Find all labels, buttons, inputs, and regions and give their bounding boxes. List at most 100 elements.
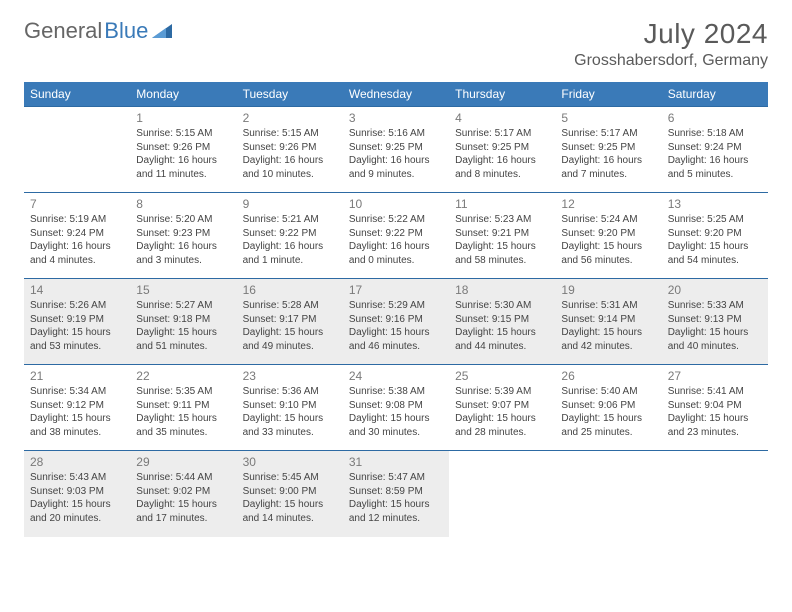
day-header: Friday [555, 82, 661, 107]
sunset-line: Sunset: 9:00 PM [243, 485, 337, 499]
day-cell: 4Sunrise: 5:17 AMSunset: 9:25 PMDaylight… [449, 107, 555, 193]
sunrise-line: Sunrise: 5:26 AM [30, 299, 124, 313]
sunrise-line: Sunrise: 5:25 AM [668, 213, 762, 227]
sunset-line: Sunset: 9:10 PM [243, 399, 337, 413]
sunset-line: Sunset: 9:26 PM [136, 141, 230, 155]
day-header: Saturday [662, 82, 768, 107]
daylight-line: Daylight: 15 hours and 42 minutes. [561, 326, 655, 353]
day-cell: 16Sunrise: 5:28 AMSunset: 9:17 PMDayligh… [237, 279, 343, 365]
day-cell: 19Sunrise: 5:31 AMSunset: 9:14 PMDayligh… [555, 279, 661, 365]
sunset-line: Sunset: 9:18 PM [136, 313, 230, 327]
sunset-line: Sunset: 9:16 PM [349, 313, 443, 327]
day-cell: 27Sunrise: 5:41 AMSunset: 9:04 PMDayligh… [662, 365, 768, 451]
day-cell: 11Sunrise: 5:23 AMSunset: 9:21 PMDayligh… [449, 193, 555, 279]
month-title: July 2024 [574, 18, 768, 50]
sunrise-line: Sunrise: 5:39 AM [455, 385, 549, 399]
daylight-line: Daylight: 15 hours and 28 minutes. [455, 412, 549, 439]
logo-triangle-icon [152, 18, 172, 44]
sunset-line: Sunset: 9:03 PM [30, 485, 124, 499]
day-number: 18 [455, 282, 549, 298]
day-header: Thursday [449, 82, 555, 107]
day-cell: 13Sunrise: 5:25 AMSunset: 9:20 PMDayligh… [662, 193, 768, 279]
sunrise-line: Sunrise: 5:21 AM [243, 213, 337, 227]
day-cell: 26Sunrise: 5:40 AMSunset: 9:06 PMDayligh… [555, 365, 661, 451]
day-number: 19 [561, 282, 655, 298]
sunset-line: Sunset: 9:02 PM [136, 485, 230, 499]
daylight-line: Daylight: 16 hours and 4 minutes. [30, 240, 124, 267]
week-row: 21Sunrise: 5:34 AMSunset: 9:12 PMDayligh… [24, 365, 768, 451]
sunrise-line: Sunrise: 5:41 AM [668, 385, 762, 399]
day-cell: 5Sunrise: 5:17 AMSunset: 9:25 PMDaylight… [555, 107, 661, 193]
sunset-line: Sunset: 9:07 PM [455, 399, 549, 413]
day-cell [662, 451, 768, 537]
day-number: 15 [136, 282, 230, 298]
sunrise-line: Sunrise: 5:18 AM [668, 127, 762, 141]
day-cell: 31Sunrise: 5:47 AMSunset: 8:59 PMDayligh… [343, 451, 449, 537]
daylight-line: Daylight: 15 hours and 51 minutes. [136, 326, 230, 353]
daylight-line: Daylight: 15 hours and 54 minutes. [668, 240, 762, 267]
sunrise-line: Sunrise: 5:45 AM [243, 471, 337, 485]
day-cell: 28Sunrise: 5:43 AMSunset: 9:03 PMDayligh… [24, 451, 130, 537]
day-cell [555, 451, 661, 537]
daylight-line: Daylight: 15 hours and 23 minutes. [668, 412, 762, 439]
sunrise-line: Sunrise: 5:36 AM [243, 385, 337, 399]
day-number: 31 [349, 454, 443, 470]
day-number: 5 [561, 110, 655, 126]
sunset-line: Sunset: 9:19 PM [30, 313, 124, 327]
sunrise-line: Sunrise: 5:40 AM [561, 385, 655, 399]
day-number: 17 [349, 282, 443, 298]
sunrise-line: Sunrise: 5:16 AM [349, 127, 443, 141]
day-cell [24, 107, 130, 193]
daylight-line: Daylight: 16 hours and 3 minutes. [136, 240, 230, 267]
sunrise-line: Sunrise: 5:24 AM [561, 213, 655, 227]
daylight-line: Daylight: 16 hours and 0 minutes. [349, 240, 443, 267]
sunset-line: Sunset: 9:04 PM [668, 399, 762, 413]
daylight-line: Daylight: 16 hours and 8 minutes. [455, 154, 549, 181]
daylight-line: Daylight: 15 hours and 53 minutes. [30, 326, 124, 353]
day-number: 6 [668, 110, 762, 126]
daylight-line: Daylight: 15 hours and 40 minutes. [668, 326, 762, 353]
day-cell: 10Sunrise: 5:22 AMSunset: 9:22 PMDayligh… [343, 193, 449, 279]
week-row: 7Sunrise: 5:19 AMSunset: 9:24 PMDaylight… [24, 193, 768, 279]
day-number: 10 [349, 196, 443, 212]
day-number: 23 [243, 368, 337, 384]
sunrise-line: Sunrise: 5:15 AM [136, 127, 230, 141]
sunrise-line: Sunrise: 5:17 AM [455, 127, 549, 141]
sunset-line: Sunset: 9:23 PM [136, 227, 230, 241]
daylight-line: Daylight: 15 hours and 20 minutes. [30, 498, 124, 525]
day-number: 14 [30, 282, 124, 298]
day-cell: 21Sunrise: 5:34 AMSunset: 9:12 PMDayligh… [24, 365, 130, 451]
sunrise-line: Sunrise: 5:30 AM [455, 299, 549, 313]
sunset-line: Sunset: 9:25 PM [561, 141, 655, 155]
sunset-line: Sunset: 9:21 PM [455, 227, 549, 241]
daylight-line: Daylight: 16 hours and 7 minutes. [561, 154, 655, 181]
daylight-line: Daylight: 15 hours and 17 minutes. [136, 498, 230, 525]
sunset-line: Sunset: 9:08 PM [349, 399, 443, 413]
day-header: Sunday [24, 82, 130, 107]
sunset-line: Sunset: 9:15 PM [455, 313, 549, 327]
day-cell: 7Sunrise: 5:19 AMSunset: 9:24 PMDaylight… [24, 193, 130, 279]
sunrise-line: Sunrise: 5:22 AM [349, 213, 443, 227]
day-number: 3 [349, 110, 443, 126]
sunset-line: Sunset: 9:22 PM [349, 227, 443, 241]
sunset-line: Sunset: 9:20 PM [668, 227, 762, 241]
day-number: 20 [668, 282, 762, 298]
day-cell: 6Sunrise: 5:18 AMSunset: 9:24 PMDaylight… [662, 107, 768, 193]
sunset-line: Sunset: 9:11 PM [136, 399, 230, 413]
day-cell: 14Sunrise: 5:26 AMSunset: 9:19 PMDayligh… [24, 279, 130, 365]
day-number: 24 [349, 368, 443, 384]
week-row: 28Sunrise: 5:43 AMSunset: 9:03 PMDayligh… [24, 451, 768, 537]
day-cell: 8Sunrise: 5:20 AMSunset: 9:23 PMDaylight… [130, 193, 236, 279]
sunset-line: Sunset: 9:24 PM [30, 227, 124, 241]
daylight-line: Daylight: 16 hours and 9 minutes. [349, 154, 443, 181]
page-header: GeneralBlue July 2024 Grosshabersdorf, G… [24, 18, 768, 70]
day-cell: 25Sunrise: 5:39 AMSunset: 9:07 PMDayligh… [449, 365, 555, 451]
day-number: 4 [455, 110, 549, 126]
daylight-line: Daylight: 15 hours and 33 minutes. [243, 412, 337, 439]
sunset-line: Sunset: 9:12 PM [30, 399, 124, 413]
daylight-line: Daylight: 15 hours and 35 minutes. [136, 412, 230, 439]
day-cell: 12Sunrise: 5:24 AMSunset: 9:20 PMDayligh… [555, 193, 661, 279]
day-cell: 17Sunrise: 5:29 AMSunset: 9:16 PMDayligh… [343, 279, 449, 365]
sunset-line: Sunset: 9:25 PM [349, 141, 443, 155]
sunrise-line: Sunrise: 5:23 AM [455, 213, 549, 227]
